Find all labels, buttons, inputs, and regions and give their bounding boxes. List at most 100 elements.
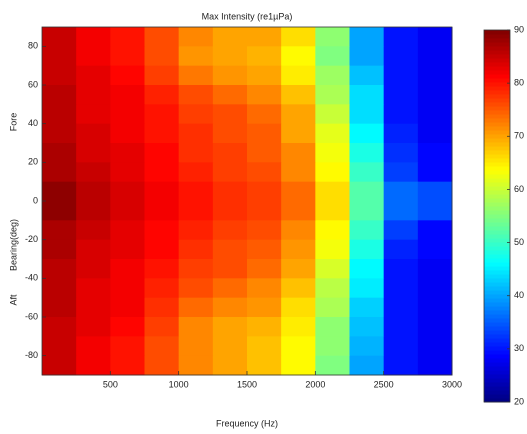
- heatmap-cell: [76, 220, 111, 241]
- heatmap-cell: [383, 336, 419, 357]
- heatmap-cell: [315, 317, 350, 337]
- chart-title: Max Intensity (re1µPa): [202, 11, 293, 21]
- colorbar-swatch: [484, 198, 510, 203]
- colorbar-swatch: [484, 338, 510, 343]
- colorbar-swatch: [484, 226, 510, 231]
- heatmap-cell: [42, 104, 77, 125]
- heatmap-cell: [42, 65, 77, 86]
- heatmap-cell: [281, 201, 316, 221]
- heatmap-cell: [42, 162, 77, 183]
- heatmap-cell: [110, 317, 145, 337]
- heatmap-cell: [315, 162, 350, 183]
- heatmap-cell: [383, 220, 419, 241]
- colorbar-swatch: [484, 50, 510, 55]
- colorbar-swatch: [484, 130, 510, 135]
- annotation: Aft: [8, 294, 18, 306]
- colorbar-swatch: [484, 374, 510, 379]
- colorbar-swatch: [484, 178, 510, 183]
- heatmap-cell: [349, 27, 385, 47]
- heatmap-cell: [417, 220, 453, 241]
- heatmap-cell: [42, 27, 77, 47]
- heatmap-cell: [349, 85, 385, 105]
- heatmap-cell: [349, 297, 385, 318]
- heatmap-cell: [42, 317, 77, 337]
- heatmap-cell: [42, 297, 77, 318]
- heatmap-cell: [110, 143, 145, 163]
- colorbar-swatch: [484, 306, 510, 311]
- heatmap-cell: [42, 201, 77, 221]
- colorbar-swatch: [484, 346, 510, 351]
- heatmap-cell: [76, 123, 111, 144]
- heatmap-cell: [144, 27, 180, 47]
- heatmap-cell: [383, 104, 419, 125]
- colorbar-swatch: [484, 222, 510, 227]
- heatmap-cell: [178, 162, 214, 183]
- heatmap-cell: [383, 278, 419, 299]
- colorbar-swatch: [484, 134, 510, 139]
- heatmap-cell: [178, 181, 214, 202]
- x-axis-label: Frequency (Hz): [216, 418, 278, 428]
- heatmap-cell: [212, 239, 248, 260]
- colorbar-swatch: [484, 230, 510, 235]
- y-tick-label: -80: [25, 350, 38, 360]
- heatmap-cell: [178, 46, 214, 67]
- heatmap-cell: [178, 297, 214, 318]
- heatmap-cell: [76, 27, 111, 47]
- heatmap-cell: [281, 181, 316, 202]
- heatmap-cell: [110, 104, 145, 125]
- colorbar-swatch: [484, 42, 510, 47]
- heatmap-cell: [417, 336, 453, 357]
- colorbar-swatch: [484, 274, 510, 279]
- colorbar-swatch: [484, 254, 510, 259]
- heatmap-cell: [349, 220, 385, 241]
- heatmap-cell: [144, 162, 180, 183]
- heatmap-cell: [247, 259, 282, 279]
- heatmap-cell: [212, 46, 248, 67]
- heatmap-cell: [281, 317, 316, 337]
- colorbar-swatch: [484, 210, 510, 215]
- heatmap-cell: [178, 239, 214, 260]
- y-tick-label: 0: [33, 195, 38, 205]
- colorbar-tick-label: 90: [514, 24, 524, 34]
- heatmap-cell: [42, 355, 77, 376]
- colorbar-swatch: [484, 242, 510, 247]
- heatmap-cell: [144, 46, 180, 67]
- colorbar-tick-label: 20: [514, 396, 524, 406]
- colorbar-swatch: [484, 266, 510, 271]
- heatmap-cell: [349, 239, 385, 260]
- heatmap-cell: [281, 162, 316, 183]
- heatmap-cell: [144, 201, 180, 221]
- heatmap-cell: [417, 46, 453, 67]
- heatmap-cell: [417, 317, 453, 337]
- heatmap-cell: [417, 297, 453, 318]
- heatmap-cell: [178, 123, 214, 144]
- colorbar-tick-label: 40: [514, 290, 524, 300]
- heatmap-cell: [110, 85, 145, 105]
- heatmap-cell: [76, 297, 111, 318]
- heatmap-cell: [212, 143, 248, 163]
- colorbar-tick-label: 60: [514, 184, 524, 194]
- heatmap-cell: [315, 220, 350, 241]
- colorbar-tick-label: 70: [514, 131, 524, 141]
- x-tick-label: 500: [103, 379, 118, 389]
- heatmap-cell: [281, 143, 316, 163]
- heatmap-cell: [247, 104, 282, 125]
- heatmap-cell: [417, 65, 453, 86]
- heatmap-cell: [110, 65, 145, 86]
- heatmap-cell: [212, 278, 248, 299]
- colorbar-swatch: [484, 258, 510, 263]
- heatmap-cell: [212, 297, 248, 318]
- heatmap-cell: [315, 201, 350, 221]
- heatmap-cell: [349, 123, 385, 144]
- heatmap-cell: [212, 181, 248, 202]
- heatmap-cell: [144, 355, 180, 376]
- heatmap-cell: [110, 46, 145, 67]
- y-tick-label: 20: [28, 157, 38, 167]
- colorbar-swatch: [484, 382, 510, 387]
- heatmap-cell: [144, 123, 180, 144]
- heatmap-cell: [417, 278, 453, 299]
- colorbar-swatch: [484, 394, 510, 399]
- heatmap-cell: [417, 201, 453, 221]
- heatmap-cell: [144, 85, 180, 105]
- heatmap-cell: [281, 336, 316, 357]
